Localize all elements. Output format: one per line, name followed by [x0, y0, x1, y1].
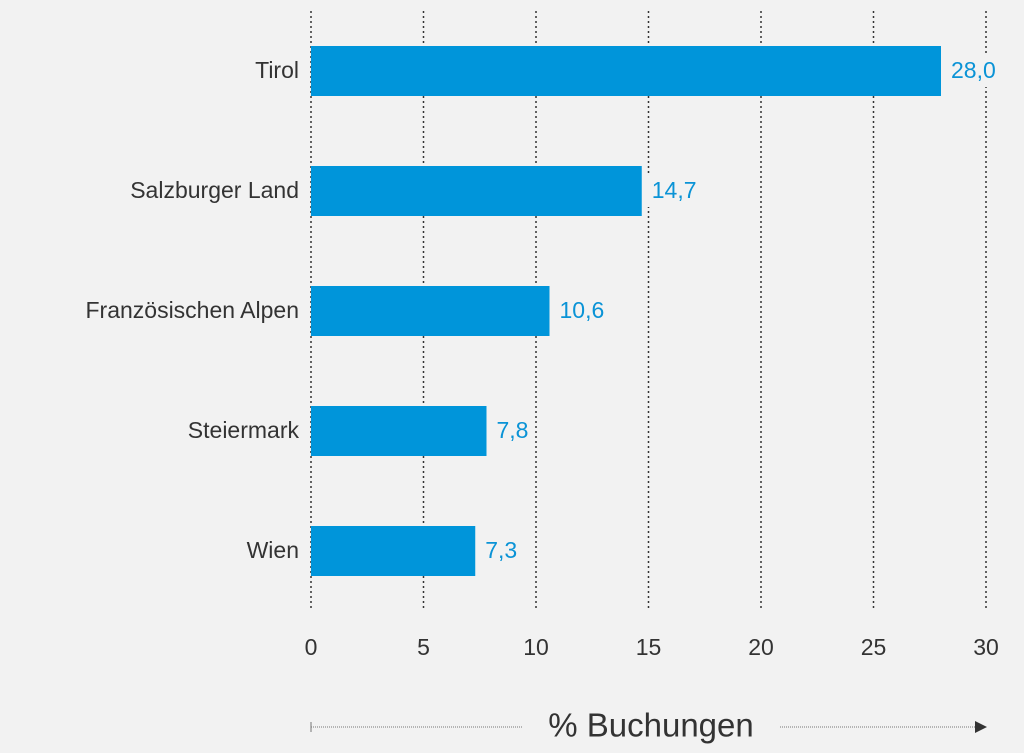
- x-tick-label: 20: [748, 634, 774, 660]
- category-label-background: [0, 55, 306, 87]
- y-tick-label: Tirol: [255, 57, 299, 83]
- value-label: 7,3: [485, 537, 517, 563]
- x-tick-label: 15: [636, 634, 662, 660]
- value-label-background: [551, 295, 611, 327]
- axis-arrow-head: [975, 721, 987, 733]
- value-label-background: [488, 415, 535, 447]
- marks: 0 5 10 15 20 25 30 Tirol 28,0 Salzburger Land 14,7…: [0, 46, 1002, 660]
- value-label: 28,0: [951, 57, 996, 83]
- x-tick-label: 5: [417, 634, 430, 660]
- value-label: 10,6: [560, 297, 605, 323]
- x-tick-label: 25: [861, 634, 887, 660]
- value-label-background: [477, 535, 524, 567]
- category-label-background: [0, 175, 306, 207]
- value-label: 14,7: [652, 177, 697, 203]
- y-tick-label: Französischen Alpen: [85, 297, 299, 323]
- x-tick-label: 30: [973, 634, 999, 660]
- bar: [311, 526, 476, 576]
- value-label-background: [643, 175, 703, 207]
- category-label-background: [0, 295, 306, 327]
- category-label-background: [0, 415, 306, 447]
- x-axis-title: % Buchungen: [548, 707, 754, 744]
- x-tick-label: 10: [523, 634, 549, 660]
- bar: [311, 166, 642, 216]
- y-tick-label: Steiermark: [188, 417, 300, 443]
- y-tick-label: Wien: [247, 537, 299, 563]
- bar: [311, 406, 487, 456]
- value-label: 7,8: [497, 417, 529, 443]
- value-label-background: [943, 55, 1002, 87]
- y-tick-label: Salzburger Land: [130, 177, 299, 203]
- x-tick-label: 0: [305, 634, 318, 660]
- bar: [311, 46, 941, 96]
- bar: [311, 286, 550, 336]
- category-label-background: [0, 535, 306, 567]
